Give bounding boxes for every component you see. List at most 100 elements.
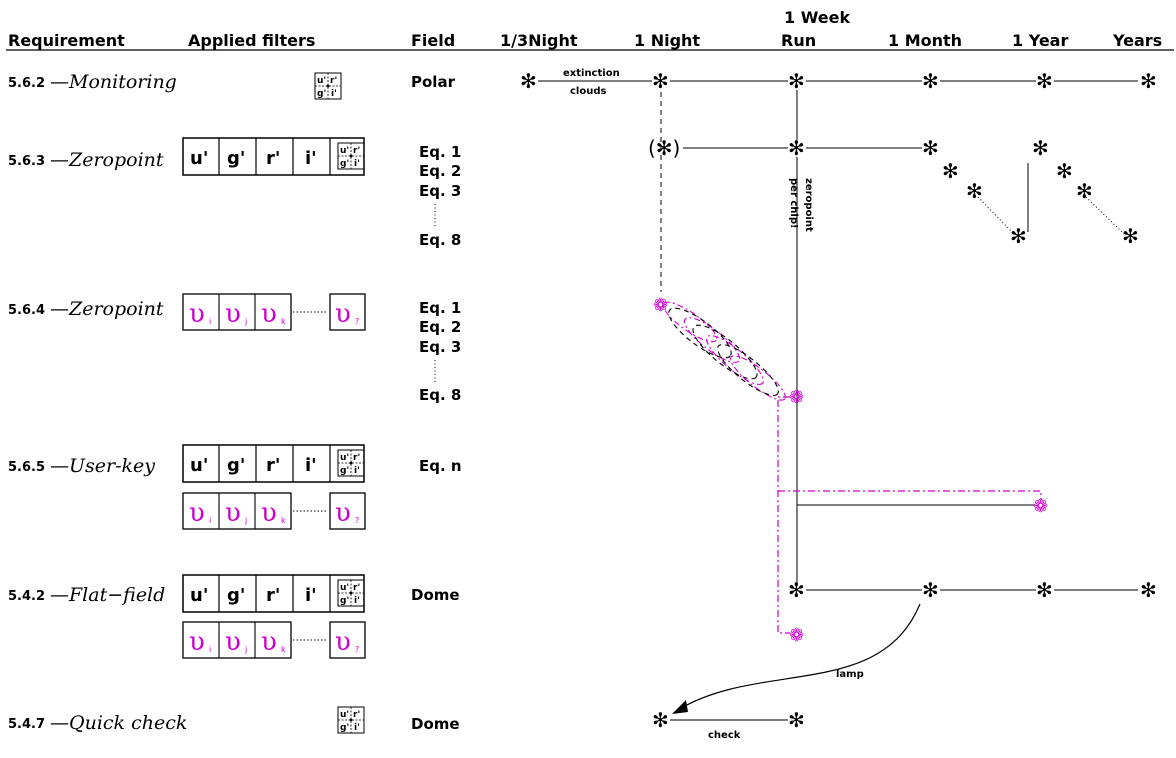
star-marker-parenthesized: (✻) [648, 136, 680, 160]
field-dome-1: Dome [411, 586, 460, 604]
star-marker: ✻ [1056, 159, 1073, 183]
svg-text:g': g' [317, 89, 326, 99]
field-eq2-b: Eq. 2 [419, 318, 461, 336]
svg-text:g': g' [340, 159, 349, 169]
svg-text:u': u' [190, 455, 208, 476]
dotted-connectors [977, 196, 1125, 235]
header-row: Requirement Applied filters Field 1/3Nig… [6, 8, 1174, 51]
svg-text:υ: υ [261, 627, 277, 657]
star-marker: ✻ [1122, 224, 1139, 248]
star-marker: ✻ [1140, 578, 1157, 602]
label-per-chip: per chip! [788, 178, 799, 229]
svg-text:—Zeropoint: —Zeropoint [50, 149, 164, 171]
header-night: 1 Night [634, 31, 700, 50]
svg-text:g': g' [227, 585, 245, 606]
star-markers: ✻ ✻ ✻ ✻ ✻ ✻ (✻) ✻ ✻ ✻ ✻ ✻ ✻ ✻ ✻ ✻ ✻ ✻ ✻ … [520, 69, 1157, 732]
svg-text:5.4.7: 5.4.7 [8, 717, 45, 732]
field-eq8-b: Eq. 8 [419, 386, 461, 404]
svg-text:υ: υ [335, 627, 351, 657]
star-marker: ✻ [1036, 578, 1053, 602]
mini-filter-icon-2: u' r' g' i' [337, 142, 365, 170]
svg-text:u': u' [340, 146, 349, 156]
svg-text:i': i' [354, 159, 360, 169]
svg-text:5.6.5: 5.6.5 [8, 460, 45, 475]
star-marker: ✻ [1076, 179, 1093, 203]
magenta-dashdot-lines [777, 396, 1042, 634]
requirement-labels: 5.6.2 —Monitoring 5.6.3 —Zeropoint 5.6.4… [8, 71, 187, 734]
ugri-strip-3: u' g' r' i' [182, 574, 365, 613]
field-column: Polar Eq. 1 Eq. 2 Eq. 3 Eq. 8 Eq. 1 Eq. … [411, 73, 462, 733]
magenta-flower-icon: ❁ [1033, 496, 1048, 517]
label-zeropoint: zeropoint [803, 178, 814, 232]
svg-text:υ: υ [261, 299, 277, 329]
star-marker: ✻ [1036, 69, 1053, 93]
star-marker: ✻ [1010, 224, 1027, 248]
svg-text:g': g' [340, 723, 349, 733]
svg-text:υ: υ [189, 299, 205, 329]
svg-text:—Quick check: —Quick check [50, 712, 187, 734]
svg-text:i': i' [305, 455, 317, 476]
svg-text:g': g' [340, 466, 349, 476]
label-extinction: extinction [563, 68, 620, 79]
header-run: Run [781, 31, 816, 50]
star-marker: ✻ [788, 578, 805, 602]
req-5-6-4: 5.6.4 —Zeropoint [8, 298, 164, 320]
header-year: 1 Year [1012, 31, 1068, 50]
zeropoint-ellipse-cluster [662, 301, 786, 401]
svg-text:i': i' [354, 466, 360, 476]
svg-text:i': i' [354, 723, 360, 733]
mini-filter-icon-1: u' r' g' i' [314, 72, 342, 100]
svg-text:g': g' [340, 596, 349, 606]
req-5-4-2: 5.4.2 —Flat−field [8, 584, 165, 606]
svg-text:i: i [209, 516, 211, 525]
svg-text:5.6.3: 5.6.3 [8, 154, 45, 169]
star-marker: ✻ [922, 578, 939, 602]
svg-text:r': r' [266, 585, 280, 606]
svg-text:i': i' [305, 585, 317, 606]
lamp-arrow [672, 603, 921, 714]
svg-text:j: j [244, 516, 247, 525]
svg-text:k: k [281, 645, 286, 654]
svg-text:—Zeropoint: —Zeropoint [50, 298, 164, 320]
star-marker: ✻ [922, 136, 939, 160]
field-polar: Polar [411, 73, 456, 91]
svg-text:k: k [281, 516, 286, 525]
svg-text:r': r' [266, 148, 280, 169]
svg-text:—Monitoring: —Monitoring [50, 71, 177, 93]
label-lamp: lamp [836, 669, 864, 680]
svg-text:i': i' [354, 596, 360, 606]
svg-text:υ: υ [335, 498, 351, 528]
mini-filter-icon-3: u' r' g' i' [337, 449, 365, 477]
svg-text:r': r' [353, 146, 360, 156]
magenta-markers: ❁ ❁ ❁ ❁ [653, 295, 1048, 646]
svg-text:υ: υ [189, 498, 205, 528]
svg-text:r': r' [353, 583, 360, 593]
star-marker: ✻ [652, 708, 669, 732]
field-dome-2: Dome [411, 715, 460, 733]
star-marker: ✻ [788, 136, 805, 160]
header-week: 1 Week [784, 8, 850, 27]
svg-text:g': g' [227, 455, 245, 476]
svg-text:r': r' [353, 453, 360, 463]
svg-text:—User-key: —User-key [50, 455, 155, 477]
svg-text:?: ? [355, 516, 359, 525]
svg-text:u': u' [190, 148, 208, 169]
svg-text:?: ? [355, 317, 359, 326]
svg-text:j: j [244, 645, 247, 654]
svg-text:υ: υ [225, 627, 241, 657]
svg-text:j: j [244, 317, 247, 326]
svg-text:u': u' [317, 76, 326, 86]
svg-text:u': u' [340, 453, 349, 463]
svg-text:5.6.2: 5.6.2 [8, 76, 45, 91]
svg-text:υ: υ [225, 498, 241, 528]
star-marker: ✻ [922, 69, 939, 93]
svg-text:u': u' [340, 583, 349, 593]
timeline-labels: extinction clouds zeropoint per chip! la… [563, 68, 864, 741]
timeline-lines [538, 80, 1138, 721]
svg-text:i': i' [331, 89, 337, 99]
ugri-strip-1: u' g' r' i' [182, 137, 365, 176]
